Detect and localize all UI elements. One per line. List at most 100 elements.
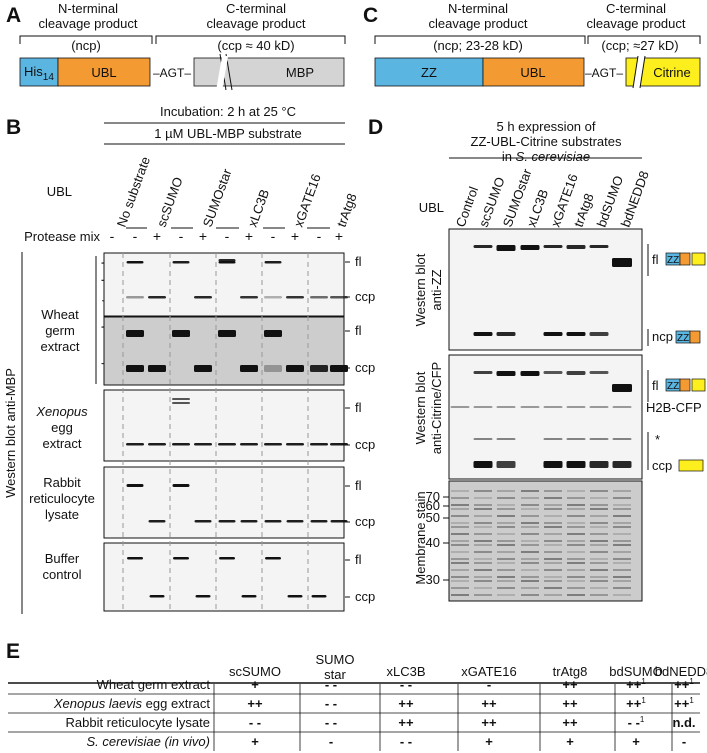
d-cit-star-1 <box>496 438 516 440</box>
d-stain-band-7-3 <box>613 508 631 510</box>
d-stain-band-3-8 <box>521 540 539 542</box>
b-lane-label-1: scSUMO <box>154 175 186 229</box>
b-ws-ccp-3 <box>240 296 258 299</box>
svg-text:ZZ: ZZ <box>667 255 679 266</box>
d-stain-band-2-4 <box>497 515 515 517</box>
c-ccp: (ccp; ≈27 kD) <box>601 38 678 53</box>
d-cit-h2b-0 <box>450 406 470 408</box>
d-stain-band-4-2 <box>544 504 562 506</box>
d-stain-band-0-12 <box>451 562 469 564</box>
b-xen-line2: egg <box>51 420 73 435</box>
b-ws-fl-0 <box>126 261 144 264</box>
mbp-box <box>193 57 345 87</box>
d-stain-band-0-2 <box>451 504 469 506</box>
d-cit-star-5 <box>612 438 632 440</box>
a-nterm-line2: cleavage product <box>38 16 137 31</box>
d-star-label: * <box>655 432 660 447</box>
d-stain-band-0-8 <box>451 540 469 542</box>
b-marker-label-9: ccp <box>355 589 375 604</box>
d-stain-band-0-15 <box>451 580 469 582</box>
b-xen-ccp-0 <box>126 443 144 446</box>
d-stain-band-4-10 <box>544 551 562 553</box>
a-ncp: (ncp) <box>71 38 101 53</box>
b-substrate: 1 µM UBL-MBP substrate <box>154 126 301 141</box>
d-stain-band-1-13 <box>474 569 492 571</box>
d-stain-band-3-12 <box>521 562 539 564</box>
b-lane-label-4: xGATE16 <box>291 172 324 229</box>
d-blot-bands <box>450 245 632 468</box>
d-stain-band-1-8 <box>474 540 492 542</box>
blot-rabbit <box>103 466 345 539</box>
b-rab-line3: lysate <box>45 507 79 522</box>
b-protease-signs: - - + - + - + - + - + <box>110 228 343 244</box>
blot-xenopus <box>103 389 345 462</box>
d-stain-band-4-17 <box>544 594 562 596</box>
d-cit-star-3 <box>566 438 586 440</box>
b-xen-line1: Xenopus <box>35 404 88 419</box>
b-lane-dividers <box>122 253 309 611</box>
d-stain-band-7-9 <box>613 544 631 546</box>
b-lane-label-5: trAtg8 <box>334 191 360 229</box>
c-cterm-bracket <box>587 35 701 44</box>
ubl-box-c <box>482 57 585 87</box>
d-stain-band-6-3 <box>590 508 608 510</box>
d-stain-band-7-11 <box>613 558 631 560</box>
b-buf-fl-1 <box>173 557 189 560</box>
d-stain-band-5-5 <box>567 522 585 524</box>
d-stain-bands <box>451 490 631 596</box>
d-stain-band-1-11 <box>474 558 492 560</box>
e-cell-2-5: - -1 <box>628 715 645 730</box>
d-stain-band-5-3 <box>567 508 585 510</box>
d-stain-band-3-1 <box>521 497 539 499</box>
svg-text:ZZ: ZZ <box>667 381 679 392</box>
d-cit-star-0 <box>473 438 493 440</box>
d-stain-band-5-2 <box>567 504 585 506</box>
d-stain-band-3-14 <box>521 576 539 578</box>
d-stain-band-2-2 <box>497 504 515 506</box>
d-zz-fl-5 <box>589 245 609 248</box>
d-stain-band-6-13 <box>590 569 608 571</box>
d-stain-band-6-15 <box>590 580 608 582</box>
b-rab-line1: Rabbit <box>43 475 81 490</box>
d-stain-band-6-2 <box>590 504 608 506</box>
d-stain-band-2-1 <box>497 497 515 499</box>
d-marker-label-4: 30 <box>426 572 440 587</box>
d-stain-band-2-15 <box>497 580 515 582</box>
a-ccp: (ccp ≈ 40 kD) <box>217 38 294 53</box>
d-fl-construct-1: ZZ <box>665 252 706 266</box>
d-marker-label-3: 40 <box>426 535 440 550</box>
b-rab-line2: reticulocyte <box>29 491 95 506</box>
d-ncp-label: ncp <box>652 329 673 344</box>
b-ws-ccp-0 <box>126 296 144 299</box>
b-lane-label-0: No substrate <box>114 155 153 229</box>
b-wheat-line1: Wheat <box>41 307 79 322</box>
d-stain-band-0-9 <box>451 544 469 546</box>
d-stain-band-6-8 <box>590 540 608 542</box>
blot-buffer <box>103 542 345 612</box>
d-stain-band-5-8 <box>567 540 585 542</box>
b-marker-label-0: fl <box>355 254 362 269</box>
d-stain-band-1-16 <box>474 587 492 589</box>
d-stain-band-3-6 <box>521 526 539 528</box>
d-stain-band-2-11 <box>497 558 515 560</box>
e-cell-2-1: - - <box>325 715 337 730</box>
d-stain-band-1-15 <box>474 580 492 582</box>
e-row-label-2: Rabbit reticulocyte lysate <box>65 715 210 730</box>
b-buf-line2: control <box>42 567 81 582</box>
d-stain-band-0-5 <box>451 522 469 524</box>
d-ccp-label: ccp <box>652 458 672 473</box>
d-stain-band-4-9 <box>544 544 562 546</box>
a-cterm-line2: cleavage product <box>206 16 305 31</box>
e-cell-0-3: - <box>487 677 491 692</box>
d-stain-band-2-16 <box>497 587 515 589</box>
d-cit-h2b-5 <box>566 406 586 408</box>
d-stain-band-5-7 <box>567 533 585 535</box>
e-col-header-0: scSUMO <box>229 664 281 679</box>
b-buf-ccp-4 <box>311 595 327 598</box>
d-stain-band-1-10 <box>474 551 492 553</box>
d-stain-band-5-11 <box>567 558 585 560</box>
b-ws-fl-1 <box>172 261 190 264</box>
e-cell-1-5: ++1 <box>626 696 646 711</box>
d-stain-band-4-15 <box>544 580 562 582</box>
b-xen-ccp-6 <box>264 443 282 446</box>
